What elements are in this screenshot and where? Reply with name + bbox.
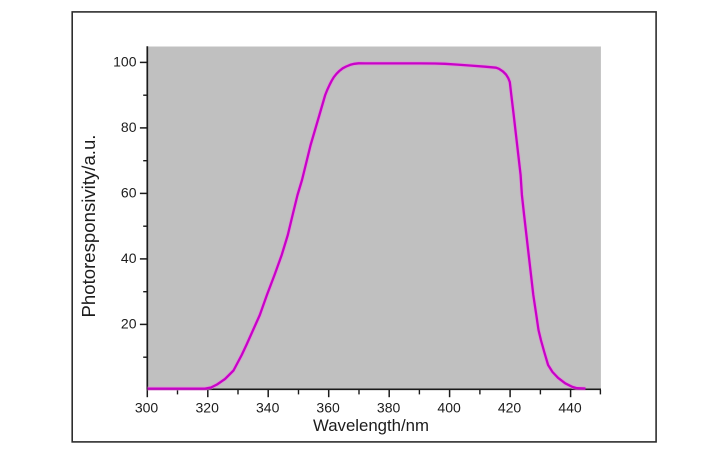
svg-text:80: 80	[121, 119, 137, 135]
svg-text:20: 20	[121, 316, 137, 332]
svg-text:440: 440	[558, 399, 582, 415]
svg-text:100: 100	[113, 54, 137, 70]
svg-text:400: 400	[437, 399, 461, 415]
svg-text:60: 60	[121, 185, 137, 201]
svg-text:Photoresponsivity/a.u.: Photoresponsivity/a.u.	[78, 135, 99, 318]
svg-text:360: 360	[316, 399, 340, 415]
svg-text:320: 320	[196, 399, 220, 415]
svg-text:Wavelength/nm: Wavelength/nm	[313, 416, 429, 435]
svg-text:380: 380	[377, 399, 401, 415]
svg-text:340: 340	[256, 399, 280, 415]
svg-text:420: 420	[498, 399, 522, 415]
svg-text:40: 40	[121, 250, 137, 266]
svg-text:300: 300	[135, 399, 159, 415]
